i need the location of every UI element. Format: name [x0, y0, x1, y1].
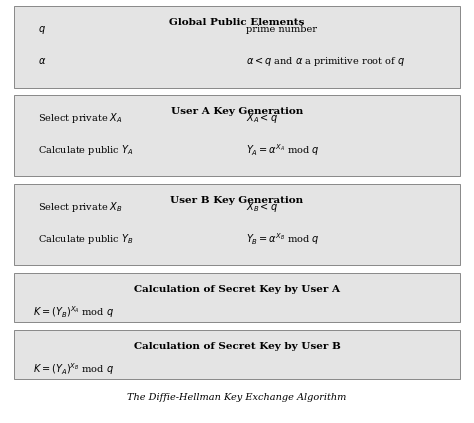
Text: $q$: $q$ — [38, 24, 46, 36]
Text: Calculation of Secret Key by User A: Calculation of Secret Key by User A — [134, 285, 340, 294]
FancyBboxPatch shape — [14, 184, 460, 265]
Text: Select private $X_B$: Select private $X_B$ — [38, 200, 123, 214]
Text: $Y_B = \alpha^{X_B}$ mod $q$: $Y_B = \alpha^{X_B}$ mod $q$ — [246, 231, 320, 247]
Text: $Y_A = \alpha^{X_A}$ mod $q$: $Y_A = \alpha^{X_A}$ mod $q$ — [246, 142, 320, 158]
Text: Calculation of Secret Key by User B: Calculation of Secret Key by User B — [134, 342, 340, 351]
FancyBboxPatch shape — [14, 95, 460, 176]
Text: User A Key Generation: User A Key Generation — [171, 107, 303, 116]
Text: Global Public Elements: Global Public Elements — [169, 18, 305, 27]
Text: User B Key Generation: User B Key Generation — [171, 196, 303, 205]
Text: Calculate public $Y_A$: Calculate public $Y_A$ — [38, 143, 134, 157]
Text: Select private $X_A$: Select private $X_A$ — [38, 111, 123, 126]
Text: $K = (Y_A)^{X_B}$ mod $q$: $K = (Y_A)^{X_B}$ mod $q$ — [33, 361, 114, 376]
Text: $\alpha < q$ and $\alpha$ a primitive root of $q$: $\alpha < q$ and $\alpha$ a primitive ro… — [246, 55, 406, 68]
Text: $X_B < q$: $X_B < q$ — [246, 200, 278, 214]
FancyBboxPatch shape — [14, 273, 460, 322]
Text: prime number: prime number — [246, 25, 318, 34]
Text: $\alpha$: $\alpha$ — [38, 56, 46, 66]
FancyBboxPatch shape — [14, 330, 460, 379]
Text: $K = (Y_B)^{X_A}$ mod $q$: $K = (Y_B)^{X_A}$ mod $q$ — [33, 304, 114, 319]
Text: The Diffie-Hellman Key Exchange Algorithm: The Diffie-Hellman Key Exchange Algorith… — [128, 393, 346, 402]
Text: Calculate public $Y_B$: Calculate public $Y_B$ — [38, 232, 134, 246]
Text: $X_A < q$: $X_A < q$ — [246, 111, 278, 126]
FancyBboxPatch shape — [14, 6, 460, 88]
